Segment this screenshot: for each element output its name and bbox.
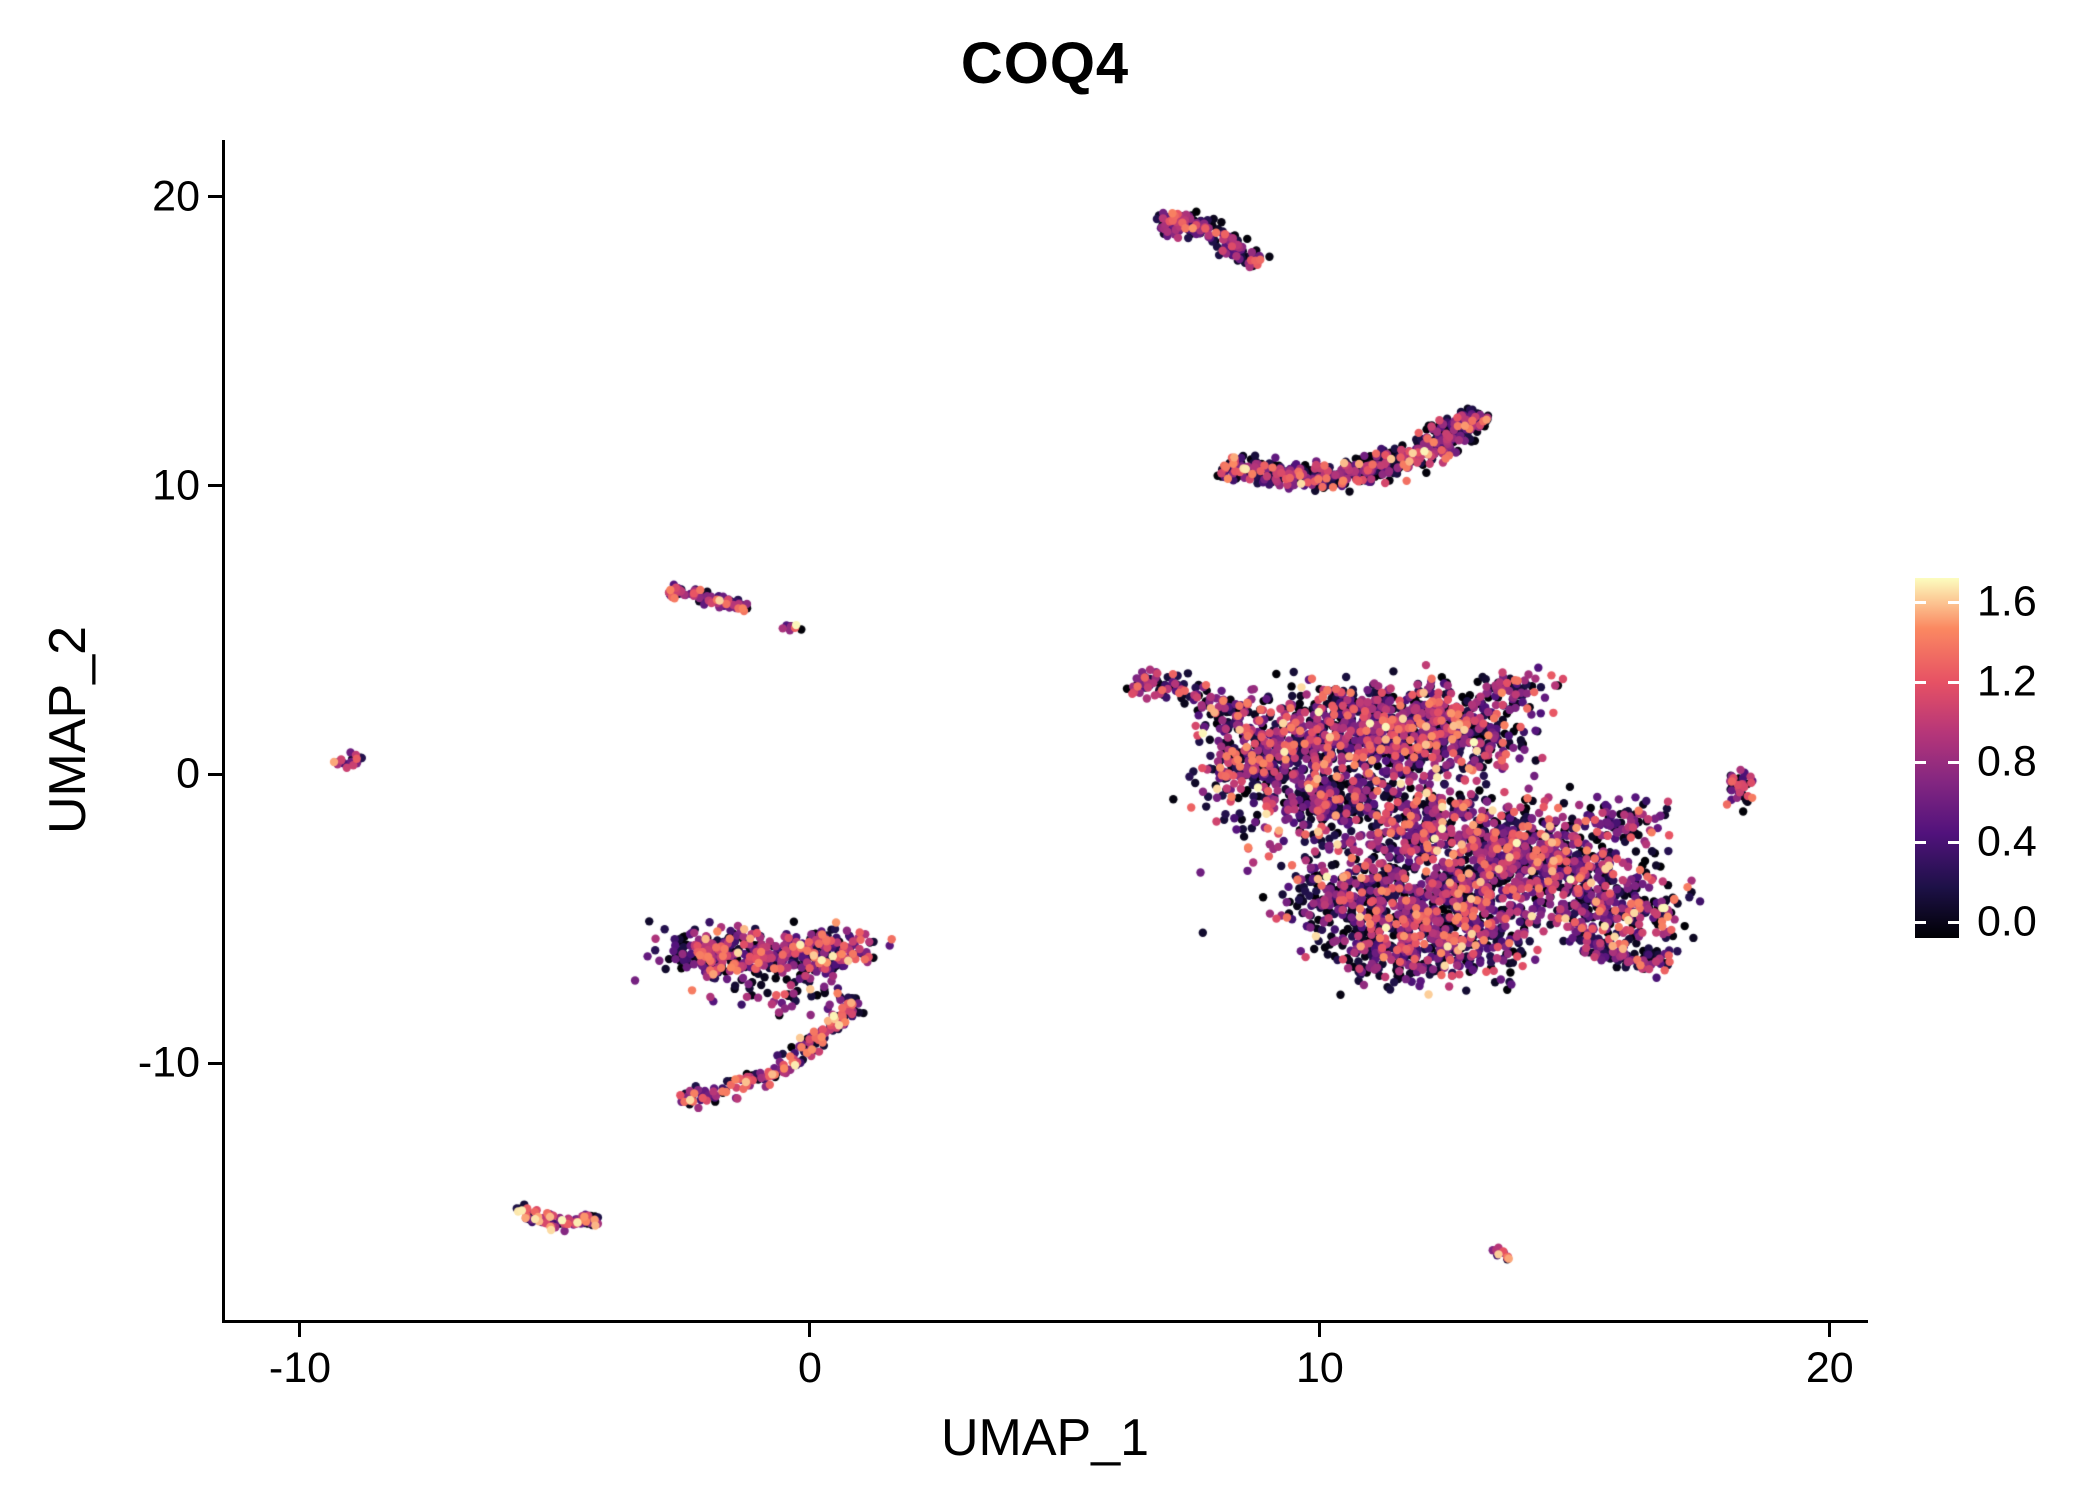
colorbar-tick-label: 1.2	[1977, 657, 2037, 706]
colorbar-tick-mark	[1948, 840, 1959, 844]
y-axis-line	[222, 140, 225, 1323]
x-tick-mark	[808, 1323, 812, 1337]
colorbar-tick-mark	[1915, 760, 1926, 764]
y-axis-title: UMAP_2	[39, 625, 97, 835]
colorbar-tick-label: 0.4	[1977, 817, 2037, 866]
plot-panel	[225, 140, 1865, 1320]
colorbar-tick-label: 0.0	[1977, 897, 2037, 946]
colorbar-tick-mark	[1915, 920, 1926, 924]
x-tick-mark	[298, 1323, 302, 1337]
y-tick-mark	[208, 1061, 222, 1065]
x-tick-mark	[1318, 1323, 1322, 1337]
plot-title: COQ4	[960, 31, 1130, 96]
x-axis-title: UMAP_1	[940, 1409, 1150, 1467]
scatter-canvas	[225, 140, 1865, 1320]
x-tick-label: -10	[268, 1344, 332, 1392]
colorbar	[1915, 578, 1959, 938]
x-axis-line	[222, 1320, 1868, 1323]
x-tick-label: 0	[797, 1344, 822, 1392]
colorbar-tick-label: 1.6	[1977, 577, 2037, 626]
colorbar-tick-mark	[1915, 840, 1926, 844]
y-tick-label: 20	[152, 172, 200, 221]
y-tick-mark	[208, 195, 222, 199]
colorbar-tick-label: 0.8	[1977, 737, 2037, 786]
colorbar-tick-mark	[1915, 600, 1926, 604]
y-tick-mark	[208, 772, 222, 776]
colorbar-tick-mark	[1915, 680, 1926, 684]
y-tick-label: 0	[176, 749, 200, 798]
colorbar-tick-mark	[1948, 920, 1959, 924]
y-tick-label: -10	[137, 1038, 200, 1087]
x-tick-label: 20	[1805, 1344, 1854, 1392]
x-tick-label: 10	[1295, 1344, 1344, 1392]
y-tick-mark	[208, 484, 222, 488]
x-tick-mark	[1828, 1323, 1832, 1337]
colorbar-tick-mark	[1948, 680, 1959, 684]
y-tick-label: 10	[152, 461, 200, 510]
colorbar-tick-mark	[1948, 760, 1959, 764]
colorbar-tick-mark	[1948, 600, 1959, 604]
